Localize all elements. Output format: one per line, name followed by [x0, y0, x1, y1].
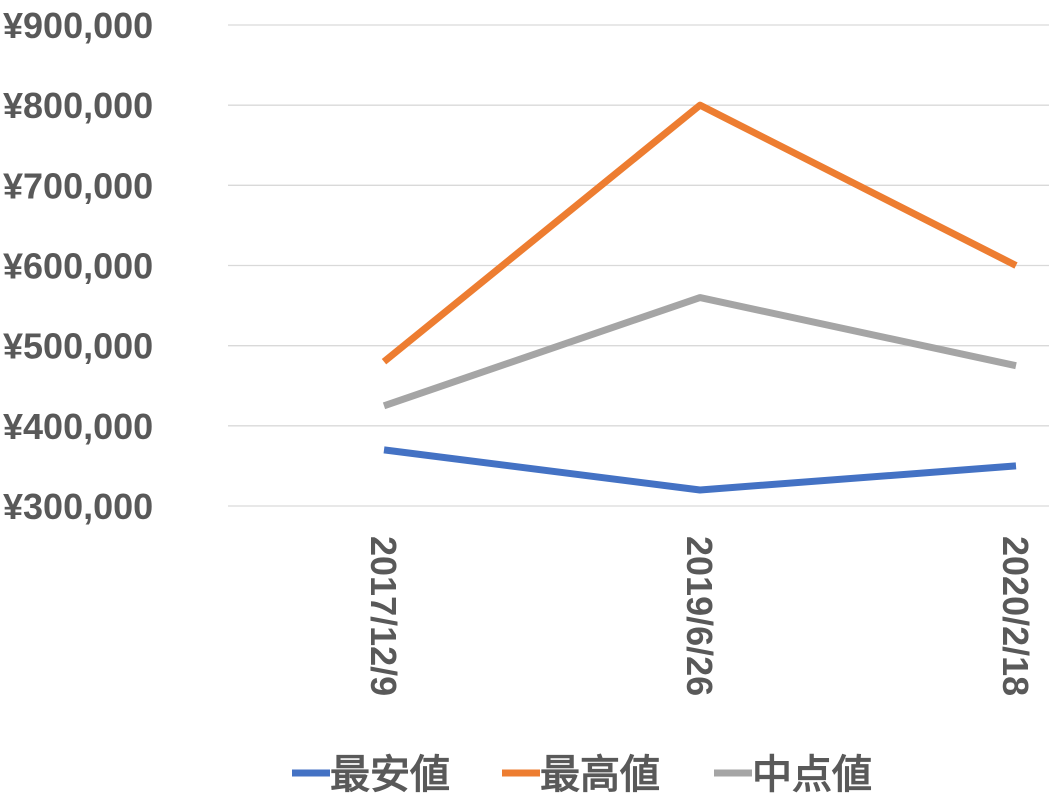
legend-label: 最高値	[540, 752, 660, 798]
legend-label: 中点値	[752, 752, 872, 798]
series-line-1	[381, 101, 1018, 365]
series-line-2	[382, 294, 1017, 410]
x-tick-label: 2019/6/26	[679, 536, 720, 696]
x-tick-label: 2017/12/9	[363, 536, 404, 696]
y-tick-label: ¥900,000	[3, 5, 153, 46]
y-tick-label: ¥800,000	[3, 85, 153, 126]
y-tick-label: ¥400,000	[3, 406, 153, 447]
y-tick-label: ¥300,000	[3, 486, 153, 527]
y-axis-tick-labels: ¥300,000 ¥400,000 ¥500,000 ¥600,000 ¥700,000…	[3, 5, 153, 527]
legend-label: 最安値	[330, 752, 450, 798]
y-tick-label: ¥600,000	[3, 246, 153, 287]
x-axis-tick-labels: 2017/12/9 2019/6/26 2020/2/18	[363, 536, 1036, 696]
legend: 最安値 最高値 中点値	[292, 752, 872, 798]
x-tick-label: 2020/2/18	[995, 536, 1036, 696]
y-tick-label: ¥500,000	[3, 326, 153, 367]
gridlines	[228, 24, 1049, 507]
y-tick-label: ¥700,000	[3, 165, 153, 206]
series-line-0	[383, 446, 1017, 494]
series-lines	[381, 101, 1018, 494]
